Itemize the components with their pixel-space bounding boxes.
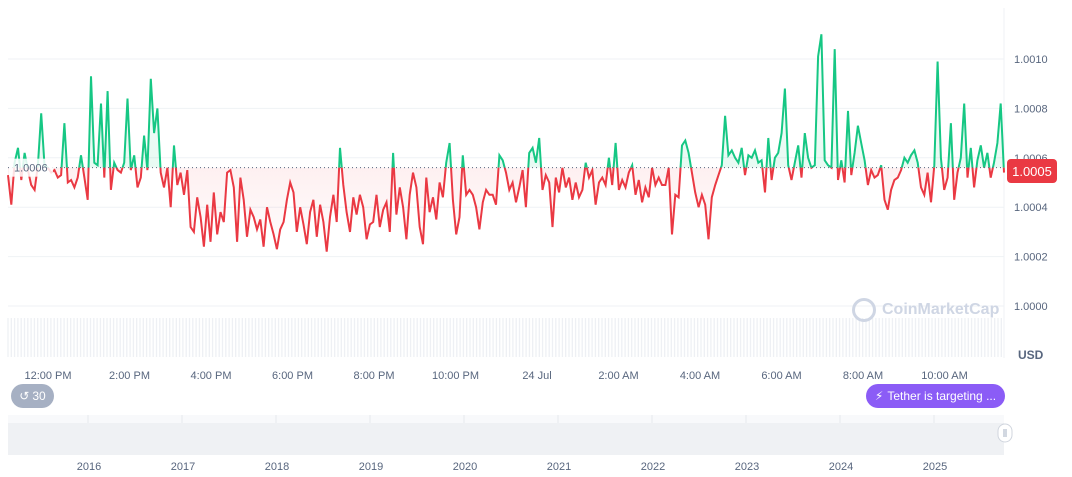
navigator-year-label: 2024: [829, 461, 853, 473]
price-line-down: [7, 167, 1005, 252]
x-tick-label: 8:00 PM: [354, 370, 395, 382]
x-tick-label: 10:00 PM: [432, 370, 479, 382]
baseline-label: 1.0006: [14, 163, 48, 175]
history-icon: ↺: [19, 389, 30, 403]
x-tick-label: 2:00 PM: [109, 370, 150, 382]
coinmarketcap-watermark: CoinMarketCap: [852, 298, 999, 322]
lightning-icon: ⚡︎: [874, 389, 884, 403]
current-price-label: 1.0005: [1007, 159, 1057, 183]
x-tick-label: 8:00 AM: [843, 370, 883, 382]
news-badge[interactable]: ⚡︎ Tether is targeting ...: [866, 384, 1005, 408]
navigator-year-label: 2016: [77, 461, 101, 473]
currency-label: USD: [1018, 348, 1044, 362]
x-tick-label: 6:00 AM: [761, 370, 801, 382]
x-tick-label: 4:00 AM: [680, 370, 720, 382]
volume-bars: [7, 318, 1002, 357]
x-tick-label: 12:00 PM: [24, 370, 71, 382]
y-tick-label: 1.0004: [1014, 202, 1048, 214]
x-tick-label: 10:00 AM: [921, 370, 967, 382]
area-below-baseline: [8, 167, 1004, 252]
news-text: Tether is targeting ...: [887, 389, 997, 403]
x-tick-label: 24 Jul: [522, 370, 551, 382]
price-line-up: [13, 34, 1005, 168]
navigator-year-label: 2020: [453, 461, 477, 473]
history-badge[interactable]: ↺ 30: [11, 384, 54, 408]
y-tick-label: 1.0000: [1014, 301, 1048, 313]
x-tick-label: 2:00 AM: [598, 370, 638, 382]
x-tick-label: 6:00 PM: [272, 370, 313, 382]
navigator-year-label: 2025: [923, 461, 947, 473]
cmc-logo-icon: [852, 298, 876, 322]
y-tick-label: 1.0008: [1014, 103, 1048, 115]
navigator-year-label: 2022: [641, 461, 665, 473]
navigator-year-label: 2019: [359, 461, 383, 473]
navigator-top: [8, 415, 1004, 423]
navigator-year-label: 2023: [735, 461, 759, 473]
navigator-year-label: 2018: [265, 461, 289, 473]
x-tick-label: 4:00 PM: [191, 370, 232, 382]
y-tick-label: 1.0010: [1014, 54, 1048, 66]
baseline-label-bg: [9, 158, 53, 177]
history-count: 30: [32, 389, 46, 403]
navigator-year-label: 2017: [171, 461, 195, 473]
navigator-handle[interactable]: [997, 423, 1013, 443]
y-tick-label: 1.0002: [1014, 252, 1048, 264]
area-above-baseline: [14, 34, 1004, 168]
navigator-year-label: 2021: [547, 461, 571, 473]
